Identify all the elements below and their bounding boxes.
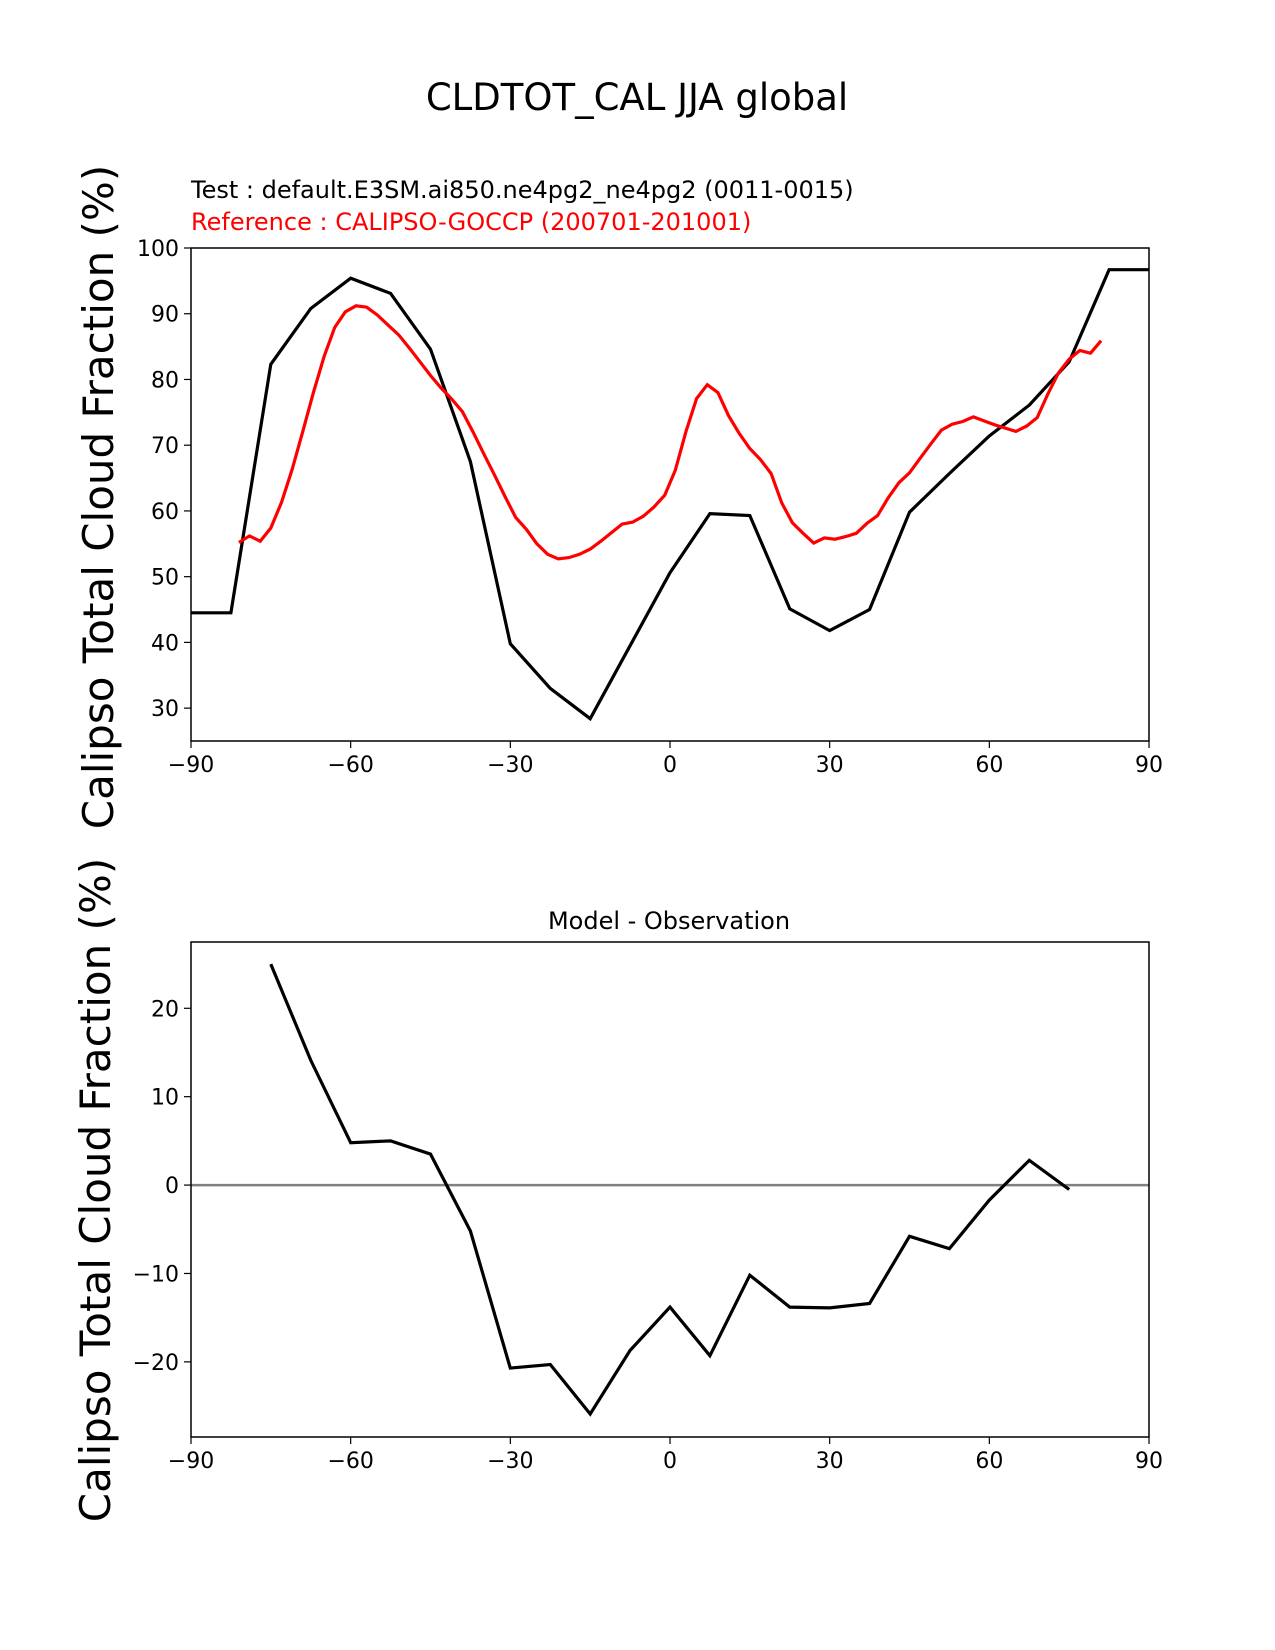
bottom-y-tick-label: 20: [151, 997, 179, 1022]
top-y-tick-label: 100: [137, 237, 179, 262]
top-series-reference: [238, 304, 1103, 561]
bottom-x-tick-label: −30: [487, 1449, 533, 1474]
bottom-x-tick-label: 0: [663, 1449, 677, 1474]
test-label: Test : default.E3SM.ai850.ne4pg2_ne4pg2 …: [190, 176, 854, 204]
bottom-x-tick-label: −60: [327, 1449, 373, 1474]
figure-title: CLDTOT_CAL JJA global: [426, 76, 848, 119]
top-series-test: [191, 268, 1149, 722]
bottom-plot-frame: [190, 941, 1150, 1438]
top-panel: Test : default.E3SM.ai850.ne4pg2_ne4pg2 …: [74, 165, 1163, 829]
bottom-y-tick-label: −10: [133, 1262, 179, 1287]
top-y-tick-label: 30: [151, 697, 179, 722]
top-plot-frame: [190, 247, 1150, 742]
top-x-tick-label: −90: [168, 753, 214, 778]
top-y-tick-label: 90: [151, 303, 179, 328]
bottom-series-difference: [269, 963, 1071, 1417]
top-x-tick-label: 60: [975, 753, 1003, 778]
top-x-tick-label: −30: [487, 753, 533, 778]
bottom-axes-marks: −90 −60 −30 0 30 60 90 −20 −10 0 10 20: [133, 997, 1163, 1474]
top-series-lines: [191, 268, 1149, 722]
bottom-y-axis-label: Calipso Total Cloud Fraction (%): [71, 858, 120, 1522]
bottom-series-lines: [191, 963, 1149, 1417]
top-x-tick-label: 30: [816, 753, 844, 778]
top-y-tick-label: 60: [151, 500, 179, 525]
top-y-tick-label: 40: [151, 631, 179, 656]
bottom-y-tick-label: 0: [165, 1174, 179, 1199]
bottom-x-tick-label: −90: [168, 1449, 214, 1474]
bottom-title: Model - Observation: [548, 907, 790, 935]
top-x-tick-label: 90: [1135, 753, 1163, 778]
top-axes-marks: −90 −60 −30 0 30 60 90 30 40 50 60 70 80 90 100: [137, 237, 1163, 778]
reference-label: Reference : CALIPSO-GOCCP (200701-201001…: [191, 208, 751, 236]
top-y-tick-label: 50: [151, 566, 179, 591]
bottom-x-tick-label: 30: [816, 1449, 844, 1474]
top-x-tick-label: −60: [327, 753, 373, 778]
top-y-tick-label: 70: [151, 434, 179, 459]
top-y-axis-label: Calipso Total Cloud Fraction (%): [74, 165, 123, 829]
bottom-x-tick-label: 60: [975, 1449, 1003, 1474]
bottom-x-tick-label: 90: [1135, 1449, 1163, 1474]
top-x-tick-label: 0: [663, 753, 677, 778]
bottom-y-tick-label: −20: [133, 1351, 179, 1376]
bottom-y-tick-label: 10: [151, 1086, 179, 1111]
bottom-panel: Model - Observation Calipso Total Cloud …: [71, 858, 1163, 1522]
top-y-tick-label: 80: [151, 368, 179, 393]
